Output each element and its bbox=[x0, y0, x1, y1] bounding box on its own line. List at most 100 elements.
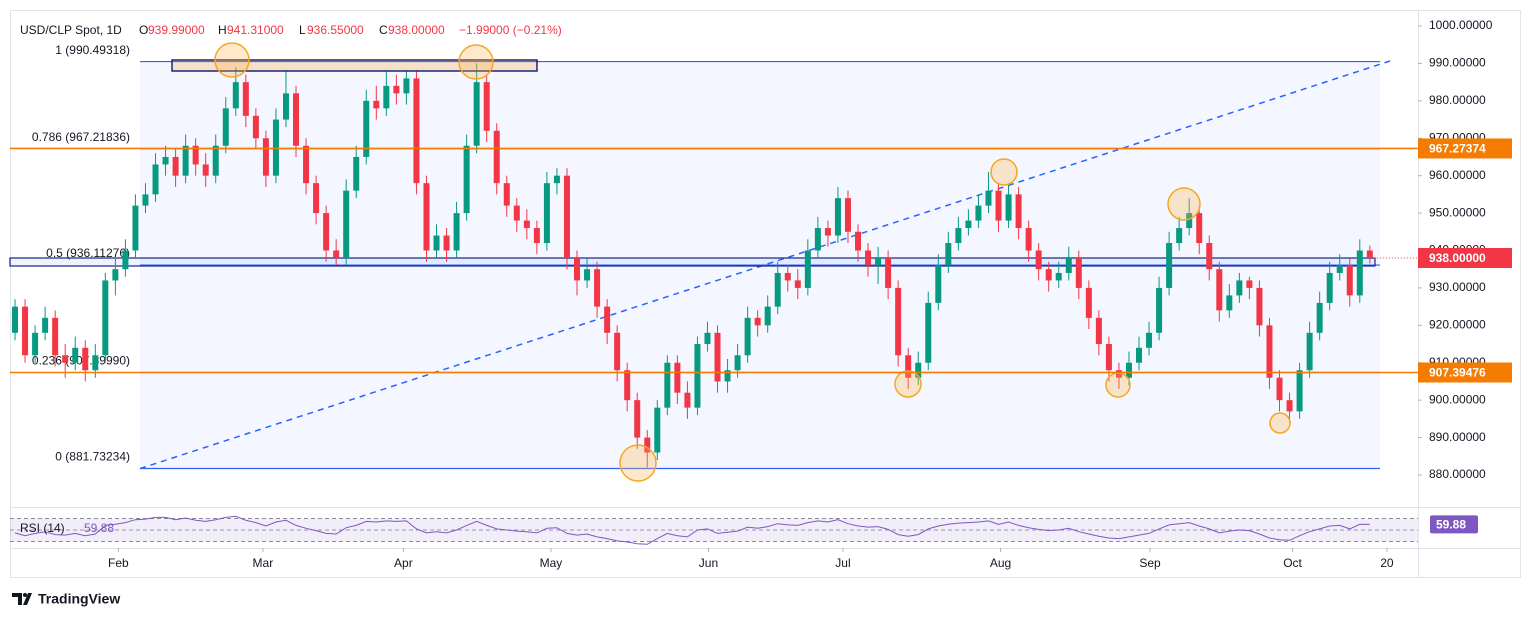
candle-body bbox=[353, 156, 360, 191]
candle-body bbox=[32, 332, 39, 356]
candle-body bbox=[794, 280, 801, 288]
x-tick-label: Mar bbox=[253, 556, 274, 570]
candle-body bbox=[724, 370, 731, 382]
candle-body bbox=[814, 228, 821, 251]
candle-body bbox=[1236, 280, 1243, 296]
candle-body bbox=[1296, 370, 1303, 412]
y-tick-label: 960.00000 bbox=[1429, 168, 1486, 182]
highlight-circle bbox=[458, 44, 494, 80]
frame bbox=[10, 10, 1521, 578]
candle-body bbox=[222, 108, 229, 146]
x-tick-label: Jul bbox=[835, 556, 850, 570]
candle-body bbox=[945, 243, 952, 266]
candle-body bbox=[1306, 332, 1313, 371]
price-badge-label: 938.00000 bbox=[1429, 251, 1486, 265]
candle-body bbox=[1035, 250, 1042, 270]
candle-body bbox=[935, 265, 942, 303]
candle-body bbox=[82, 347, 89, 371]
candle-body bbox=[1045, 269, 1052, 281]
candle-body bbox=[262, 138, 269, 176]
candle-body bbox=[12, 306, 19, 333]
candle-body bbox=[202, 164, 209, 176]
y-tick-label: 930.00000 bbox=[1429, 280, 1486, 294]
price-badge bbox=[1418, 138, 1512, 159]
price-badge bbox=[1418, 247, 1512, 268]
candle-body bbox=[152, 164, 159, 195]
candle-body bbox=[62, 355, 69, 363]
candle-body bbox=[212, 145, 219, 176]
price-badge-label: 967.27374 bbox=[1429, 142, 1486, 156]
candle-body bbox=[42, 317, 49, 333]
candle-body bbox=[1136, 347, 1143, 363]
candle-body bbox=[925, 302, 932, 363]
candle-body bbox=[574, 257, 581, 281]
candle-body bbox=[855, 231, 862, 251]
candle-body bbox=[333, 250, 340, 258]
y-tick-label: 900.00000 bbox=[1429, 392, 1486, 406]
candle-body bbox=[543, 183, 550, 244]
candle-body bbox=[503, 183, 510, 206]
candle-body bbox=[1055, 272, 1062, 281]
candle-body bbox=[1346, 265, 1353, 296]
candle-body bbox=[483, 82, 490, 131]
candle-body bbox=[604, 306, 611, 333]
rsi-badge-label: 59.88 bbox=[1436, 518, 1466, 532]
candle-body bbox=[162, 156, 169, 165]
candle-body bbox=[252, 115, 259, 139]
highlight-circle bbox=[894, 370, 922, 398]
candle-body bbox=[423, 183, 430, 251]
candle-body bbox=[744, 317, 751, 356]
highlight-circle bbox=[1167, 187, 1201, 221]
legend: USD/CLP Spot, 1D O 939.99000 H 941.31000… bbox=[20, 23, 562, 37]
candle-body bbox=[1356, 250, 1363, 296]
price-badge-label: 907.39476 bbox=[1429, 366, 1486, 380]
candle-body bbox=[1166, 243, 1173, 288]
candle-body bbox=[844, 198, 851, 232]
candle-body bbox=[403, 78, 410, 94]
y-tick-label: 990.00000 bbox=[1429, 56, 1486, 70]
candle-body bbox=[272, 119, 279, 176]
rsi-pane: RSI (14) 59.88 59.88 bbox=[10, 515, 1478, 545]
candle-body bbox=[1115, 370, 1122, 378]
candle-body bbox=[1146, 332, 1153, 348]
candle-body bbox=[654, 407, 661, 453]
candle-body bbox=[915, 362, 922, 378]
x-tick-label: 20 bbox=[1380, 556, 1394, 570]
fib-label: 0.786 (967.21836) bbox=[32, 130, 130, 144]
highlight-circle bbox=[990, 158, 1018, 186]
candle-body bbox=[1216, 269, 1223, 311]
candle-body bbox=[804, 250, 811, 288]
candle-body bbox=[1065, 257, 1072, 273]
candle-body bbox=[473, 82, 480, 146]
candle-body bbox=[905, 355, 912, 378]
candle-body bbox=[303, 145, 310, 184]
y-tick-label: 980.00000 bbox=[1429, 93, 1486, 107]
candle-body bbox=[1266, 325, 1273, 378]
y-tick-label: 950.00000 bbox=[1429, 205, 1486, 219]
candle-body bbox=[1286, 400, 1293, 412]
symbol: USD/CLP Spot, 1D bbox=[20, 23, 122, 37]
ohlc-value: 938.00000 bbox=[388, 23, 445, 37]
candle-body bbox=[242, 82, 249, 116]
ohlc-value: 941.31000 bbox=[227, 23, 284, 37]
highlight-circle bbox=[619, 444, 657, 482]
resistance-box bbox=[171, 59, 538, 72]
candle-body bbox=[774, 272, 781, 307]
candle-body bbox=[22, 306, 29, 356]
candle-body bbox=[192, 145, 199, 165]
ohlc-value: 936.55000 bbox=[307, 23, 364, 37]
candle-body bbox=[865, 250, 872, 266]
candle-body bbox=[383, 85, 390, 109]
candle-body bbox=[293, 93, 300, 146]
candle-body bbox=[584, 269, 591, 281]
candle-body bbox=[1276, 377, 1283, 401]
candle-body bbox=[1176, 228, 1183, 244]
ohlc-value: 939.99000 bbox=[148, 23, 205, 37]
candle-body bbox=[523, 220, 530, 229]
candle-body bbox=[453, 213, 460, 251]
rsi-line bbox=[14, 515, 1370, 545]
candle-body bbox=[102, 280, 109, 356]
candle-body bbox=[323, 213, 330, 251]
candle-body bbox=[533, 228, 540, 244]
